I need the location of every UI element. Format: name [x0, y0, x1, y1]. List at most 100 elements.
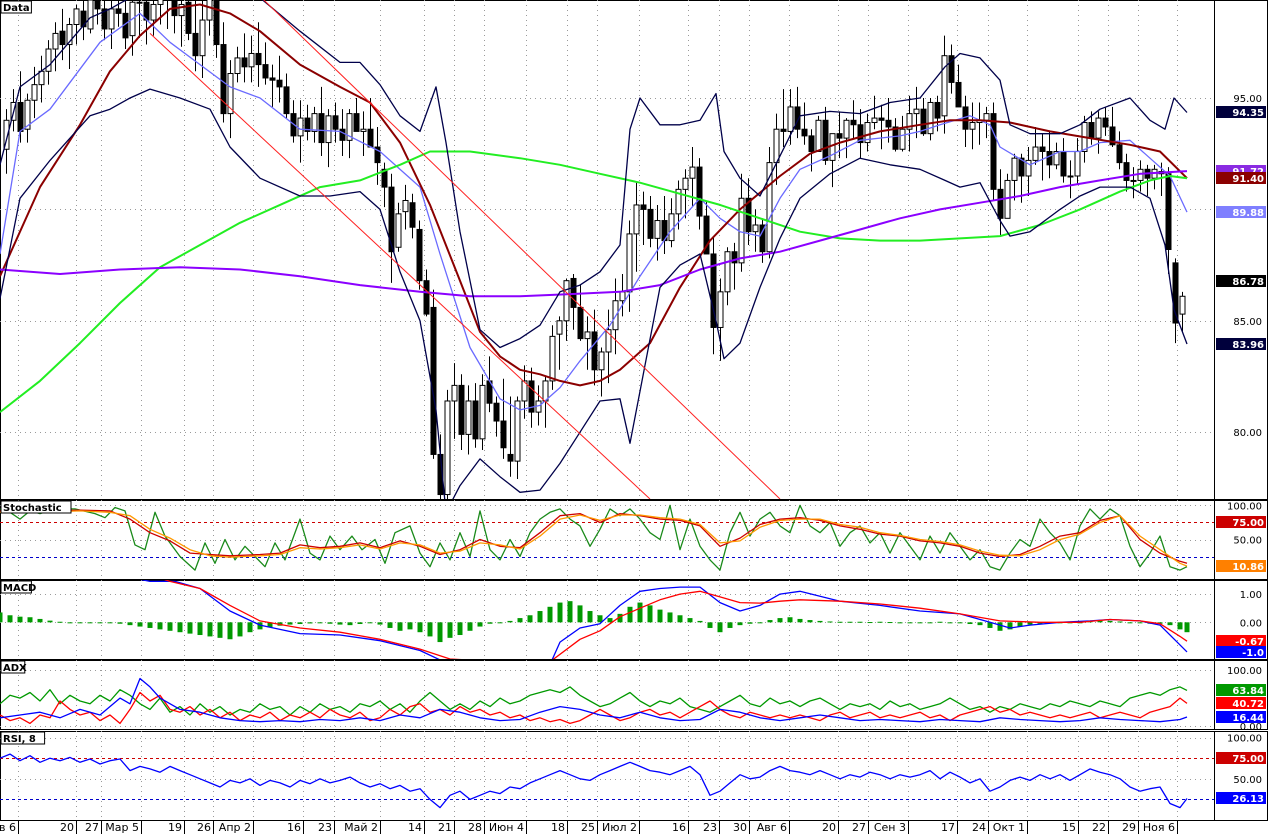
candle-body — [1053, 150, 1060, 166]
histogram-bar — [867, 622, 873, 624]
value-badge: 86.78 — [1216, 275, 1266, 288]
candle — [948, 44, 955, 94]
candle-body — [871, 117, 878, 124]
candle — [465, 385, 472, 455]
x-tick-label: 28 — [468, 821, 482, 834]
histogram-bar — [697, 620, 703, 623]
histogram-bar — [707, 622, 713, 628]
candle — [864, 113, 871, 152]
y-tick-label: 95.00 — [1233, 94, 1262, 105]
x-tick-label: 27 — [85, 821, 99, 834]
candle — [458, 374, 465, 450]
candle-body — [556, 320, 563, 335]
candle — [136, 0, 143, 38]
value-badge-text: 40.72 — [1232, 699, 1264, 710]
candle-body — [773, 128, 780, 164]
value-badge-bg — [1216, 106, 1266, 118]
candle-body — [633, 204, 640, 235]
candle-body — [1074, 150, 1081, 177]
candle — [1025, 147, 1032, 197]
candle — [997, 169, 1004, 237]
candle-body — [367, 128, 374, 148]
histogram-bar — [167, 622, 173, 631]
value-badge-text: 75.00 — [1232, 754, 1264, 765]
candle — [395, 202, 402, 252]
value-badge-text: 75.00 — [1232, 518, 1264, 529]
candle — [451, 363, 458, 439]
histogram-bar — [877, 621, 883, 623]
series-ma-long — [0, 150, 1188, 413]
candle-body — [857, 124, 864, 144]
candle — [528, 367, 535, 428]
candle — [80, 0, 87, 41]
histogram-bar — [467, 622, 473, 631]
value-badge: 40.72 — [1216, 697, 1266, 710]
candle-body — [332, 115, 339, 130]
panel-title: MACD — [3, 583, 36, 594]
value-badge: 83.96 — [1216, 338, 1266, 351]
histogram-bar — [77, 622, 83, 624]
candle-body — [934, 101, 941, 119]
histogram-bar — [567, 601, 573, 623]
series-ma-medium — [0, 3, 1188, 387]
candle-body — [1165, 173, 1172, 250]
candle — [73, 4, 80, 45]
histogram-bar — [1127, 622, 1133, 624]
histogram-bar — [557, 602, 563, 623]
histogram-bar — [537, 611, 543, 623]
histogram-bar — [657, 609, 663, 623]
value-badge: -1.0 — [1216, 646, 1266, 659]
histogram-bar — [947, 622, 953, 624]
value-badge: 26.13 — [1216, 792, 1266, 805]
histogram-bar — [427, 622, 433, 637]
histogram-bar — [527, 615, 533, 623]
candle — [1179, 291, 1186, 332]
candle — [409, 193, 416, 239]
x-tick-label: 16 — [672, 821, 686, 834]
panel-title-box — [0, 660, 26, 674]
histogram-bar — [887, 622, 893, 624]
candle — [213, 0, 220, 58]
candle — [913, 86, 920, 139]
candle — [45, 40, 52, 85]
candle — [731, 242, 738, 290]
x-tick-label: Фев 6 — [0, 821, 16, 834]
value-badge-text: 86.78 — [1232, 277, 1264, 288]
candle-body — [199, 19, 206, 57]
histogram-bar — [987, 622, 993, 628]
candle-body — [507, 453, 514, 462]
value-badge-bg — [1216, 752, 1266, 764]
candle-body — [549, 335, 556, 382]
plot-area — [0, 580, 1190, 659]
candle — [262, 42, 269, 85]
candle-body — [724, 251, 731, 293]
x-tick-label: 23 — [318, 821, 332, 834]
histogram-bar — [1037, 622, 1043, 624]
candle-body — [885, 119, 892, 128]
candle-body — [45, 48, 52, 72]
candle — [724, 247, 731, 306]
candle — [521, 365, 528, 419]
value-badge-bg — [1216, 684, 1266, 696]
histogram-bar — [767, 620, 773, 623]
candle-body — [899, 128, 906, 150]
plot-area — [0, 0, 1188, 499]
candle-body — [689, 166, 696, 179]
histogram-bar — [547, 606, 553, 623]
candle — [710, 236, 717, 355]
candle-body — [983, 113, 990, 121]
candle-body — [255, 52, 262, 66]
candle — [87, 0, 94, 34]
candle — [311, 106, 318, 143]
candle — [255, 22, 262, 87]
panel-macd: 1.00 0.00 -0.67-1.0 MACD — [0, 580, 1268, 660]
candle — [199, 0, 206, 78]
histogram-bar — [977, 622, 983, 626]
candle-body — [969, 122, 976, 130]
panel-title-box — [0, 731, 46, 745]
candle-body — [360, 128, 367, 132]
candle-body — [24, 99, 31, 130]
candle — [584, 316, 591, 370]
candle-body — [17, 101, 24, 132]
series-bollinger-lower — [0, 88, 1188, 499]
